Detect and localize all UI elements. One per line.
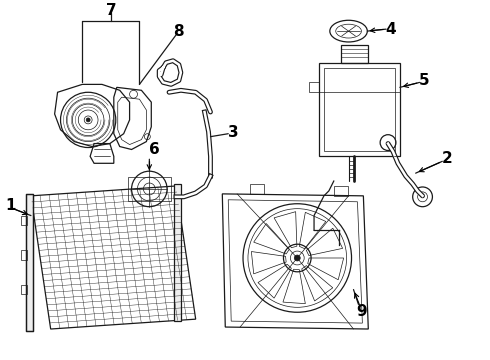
Text: 6: 6 (149, 142, 160, 157)
Text: 3: 3 (228, 125, 239, 140)
Polygon shape (26, 194, 33, 331)
Circle shape (86, 118, 90, 122)
Polygon shape (174, 184, 181, 321)
Text: 7: 7 (105, 3, 116, 18)
Text: 9: 9 (356, 304, 367, 319)
Text: 8: 8 (173, 24, 184, 39)
Circle shape (84, 116, 92, 124)
Text: 4: 4 (386, 22, 396, 37)
Text: 2: 2 (442, 151, 453, 166)
Text: 5: 5 (419, 73, 430, 88)
Circle shape (294, 255, 300, 261)
Text: 1: 1 (5, 198, 16, 213)
